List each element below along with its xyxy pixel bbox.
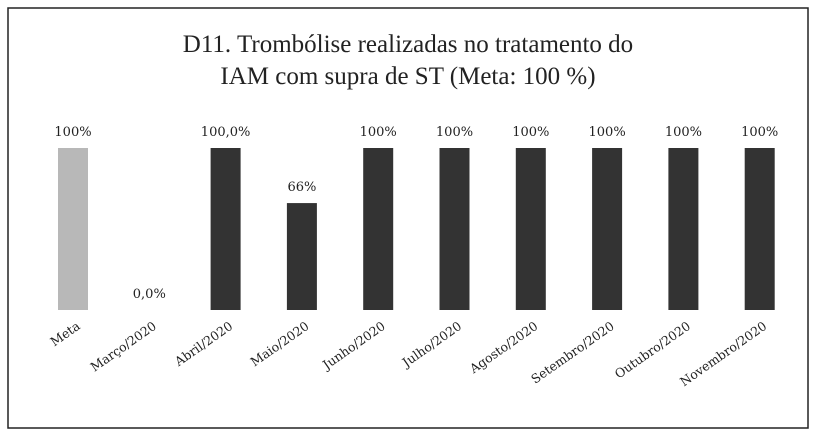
value-label: 100% (436, 125, 473, 140)
value-label: 100% (512, 125, 549, 140)
bar (363, 148, 394, 310)
value-label: 100% (54, 125, 91, 140)
value-label: 66% (287, 180, 316, 195)
bar (58, 148, 88, 310)
bar (668, 148, 699, 310)
value-label: 100% (741, 125, 778, 140)
bar (286, 203, 317, 310)
bar (210, 148, 241, 310)
value-label: 100% (665, 125, 702, 140)
bar (744, 148, 775, 310)
bar (592, 148, 623, 310)
bar (439, 148, 470, 310)
chart-title: IAM com supra de ST (Meta: 100 %) (220, 63, 595, 90)
bar (515, 148, 546, 310)
value-label: 0,0% (133, 287, 166, 302)
value-label: 100,0% (201, 125, 251, 140)
chart-title: D11. Trombólise realizadas no tratamento… (183, 31, 633, 58)
value-label: 100% (360, 125, 397, 140)
value-label: 100% (589, 125, 626, 140)
